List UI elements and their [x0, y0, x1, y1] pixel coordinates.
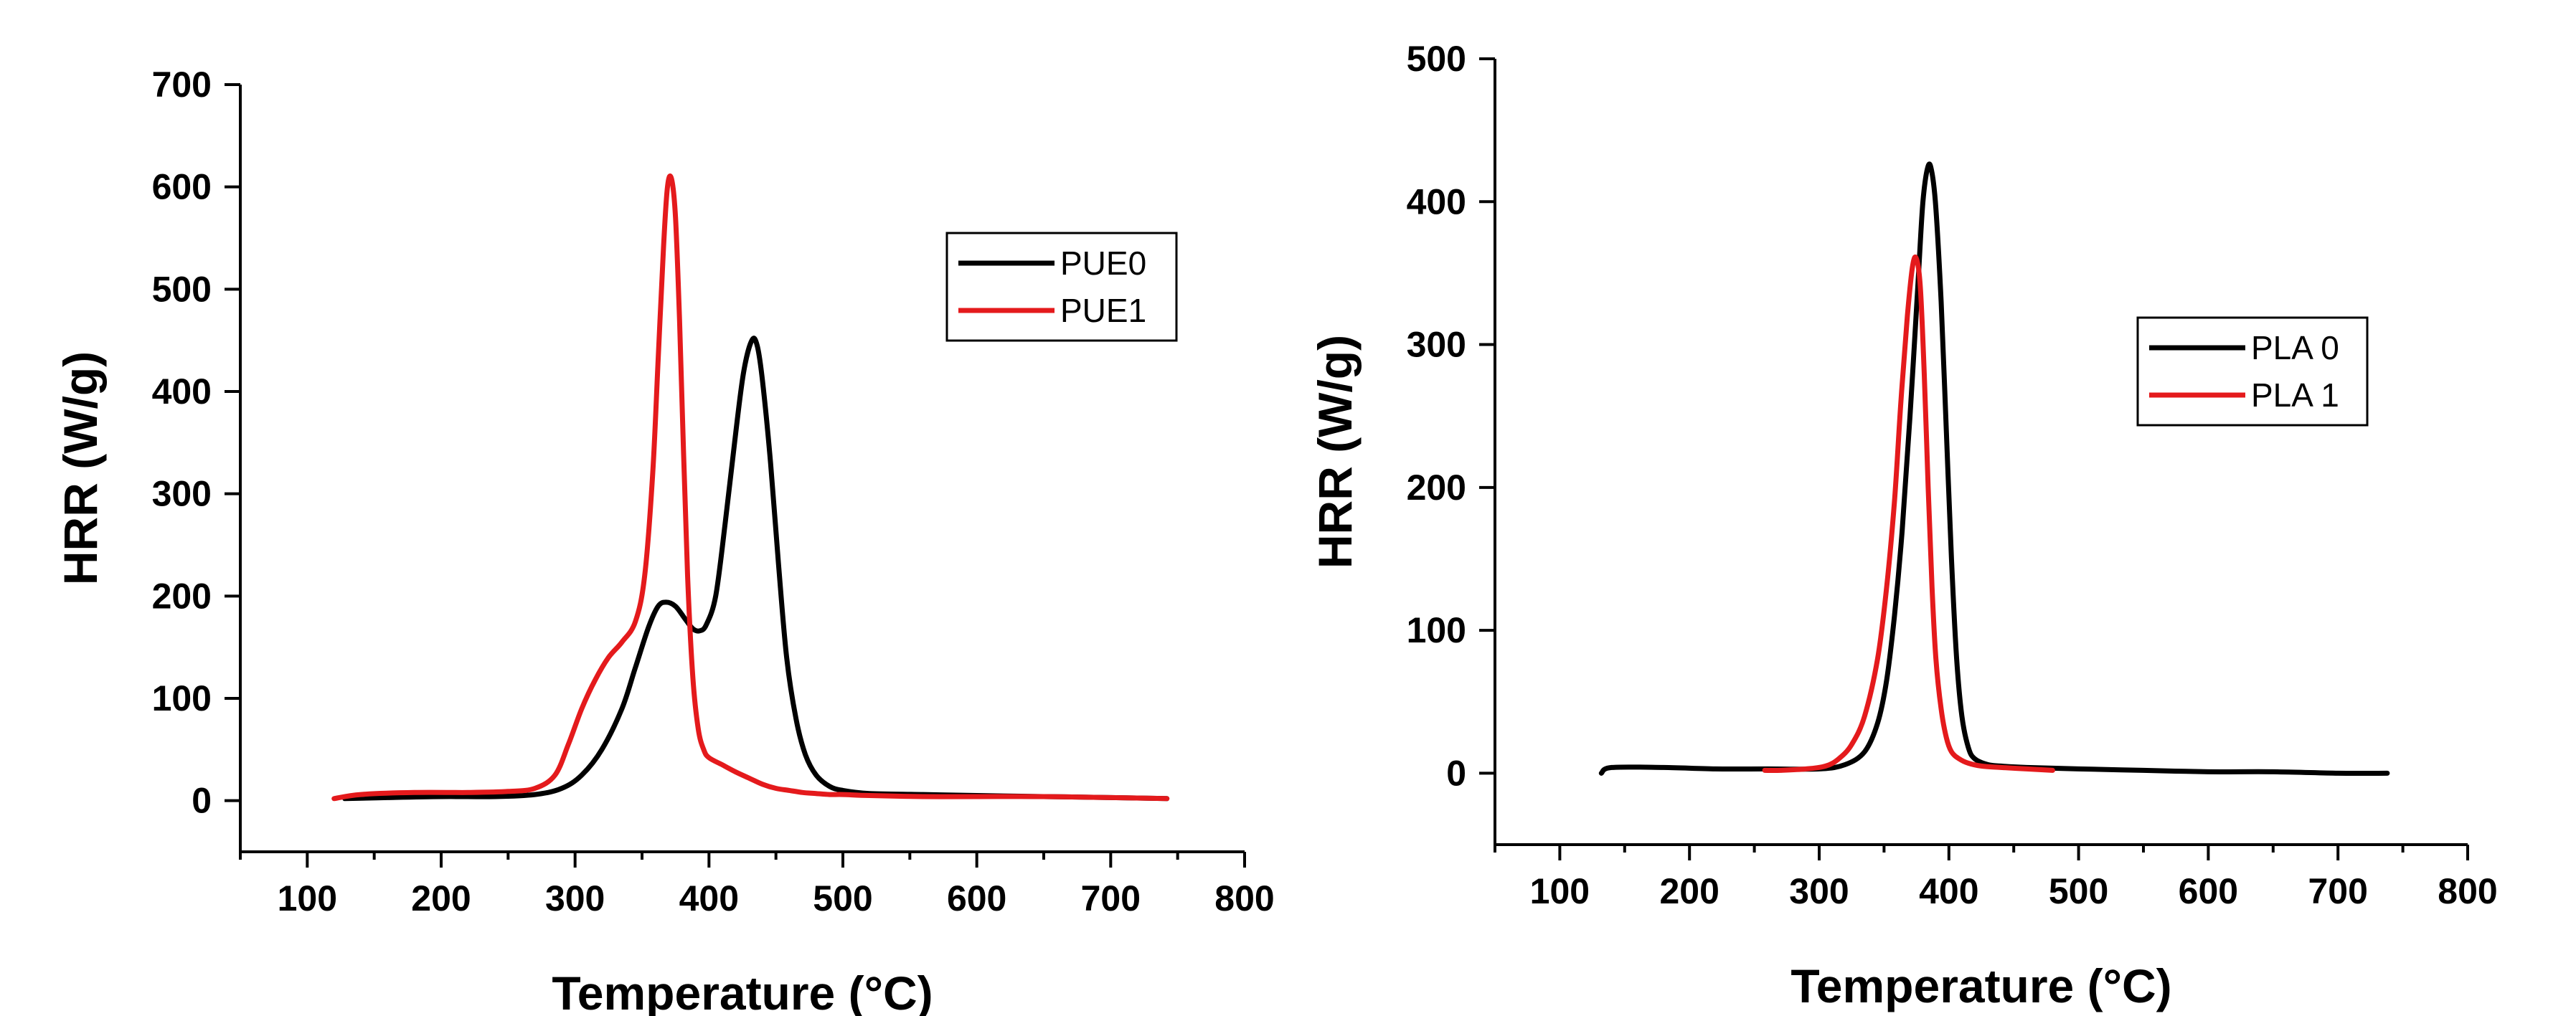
y-tick-label: 100 — [152, 678, 212, 718]
y-ticks: 0 100 200 300 400 500 600 700 — [152, 65, 240, 821]
legend-label: PLA 1 — [2251, 376, 2339, 414]
series-line-pue0 — [342, 336, 1170, 802]
x-tick-label: 700 — [2308, 871, 2367, 911]
x-tick-label: 800 — [2438, 871, 2497, 911]
x-tick-label: 100 — [1530, 871, 1590, 911]
y-tick-label: 700 — [152, 65, 212, 105]
x-axis-title: Temperature (°C) — [1791, 959, 2171, 1012]
legend-label: PUE1 — [1060, 292, 1146, 329]
legend: PUE0 PUE1 — [945, 232, 1178, 342]
x-ticks: 100 200 300 400 500 600 700 800 — [239, 852, 1275, 918]
x-tick-label: 300 — [545, 878, 605, 918]
series-line-pue1 — [331, 173, 1170, 802]
legend-box — [2136, 316, 2369, 427]
chart-pue: 0 100 200 300 400 500 600 700 100 200 300 400 500 60… — [54, 65, 1275, 1016]
legend-label: PLA 0 — [2251, 329, 2339, 366]
x-tick-label: 400 — [1919, 871, 1978, 911]
x-ticks: 100 200 300 400 500 600 700 800 — [1494, 845, 2498, 911]
y-tick-label: 600 — [152, 167, 212, 207]
series-line-pla-1 — [1762, 254, 2055, 774]
y-tick-label: 400 — [152, 371, 212, 412]
y-tick-label: 500 — [1407, 39, 1466, 79]
x-tick-label: 500 — [813, 878, 872, 918]
y-axis-title: HRR (W/g) — [54, 351, 107, 585]
y-tick-label: 0 — [1446, 753, 1466, 793]
x-tick-label: 500 — [2049, 871, 2108, 911]
y-tick-label: 400 — [1407, 181, 1466, 222]
x-tick-label: 200 — [1659, 871, 1719, 911]
y-tick-label: 500 — [152, 269, 212, 309]
x-tick-label: 800 — [1214, 878, 1274, 918]
x-tick-label: 600 — [947, 878, 1006, 918]
x-tick-label: 100 — [278, 878, 337, 918]
y-tick-label: 200 — [152, 576, 212, 616]
y-tick-label: 300 — [152, 474, 212, 514]
chart-pla: 0 100 200 300 400 500 100 200 300 400 500 600 700 80… — [1308, 39, 2498, 1012]
x-tick-label: 400 — [679, 878, 739, 918]
x-tick-label: 200 — [411, 878, 471, 918]
x-tick-label: 700 — [1081, 878, 1141, 918]
x-tick-label: 600 — [2179, 871, 2238, 911]
series-group — [1598, 161, 2390, 777]
y-ticks: 0 100 200 300 400 500 — [1407, 39, 1495, 793]
x-tick-label: 300 — [1789, 871, 1849, 911]
y-axis-title: HRR (W/g) — [1308, 335, 1362, 569]
series-line-pla-0 — [1598, 161, 2390, 777]
y-tick-label: 100 — [1407, 610, 1466, 650]
x-axis-title: Temperature (°C) — [552, 967, 933, 1016]
legend-label: PUE0 — [1060, 244, 1146, 282]
legend-box — [945, 232, 1178, 342]
series-group — [331, 173, 1170, 802]
y-tick-label: 0 — [192, 781, 212, 821]
y-tick-label: 300 — [1407, 325, 1466, 365]
legend: PLA 0 PLA 1 — [2136, 316, 2369, 427]
y-tick-label: 200 — [1407, 467, 1466, 508]
